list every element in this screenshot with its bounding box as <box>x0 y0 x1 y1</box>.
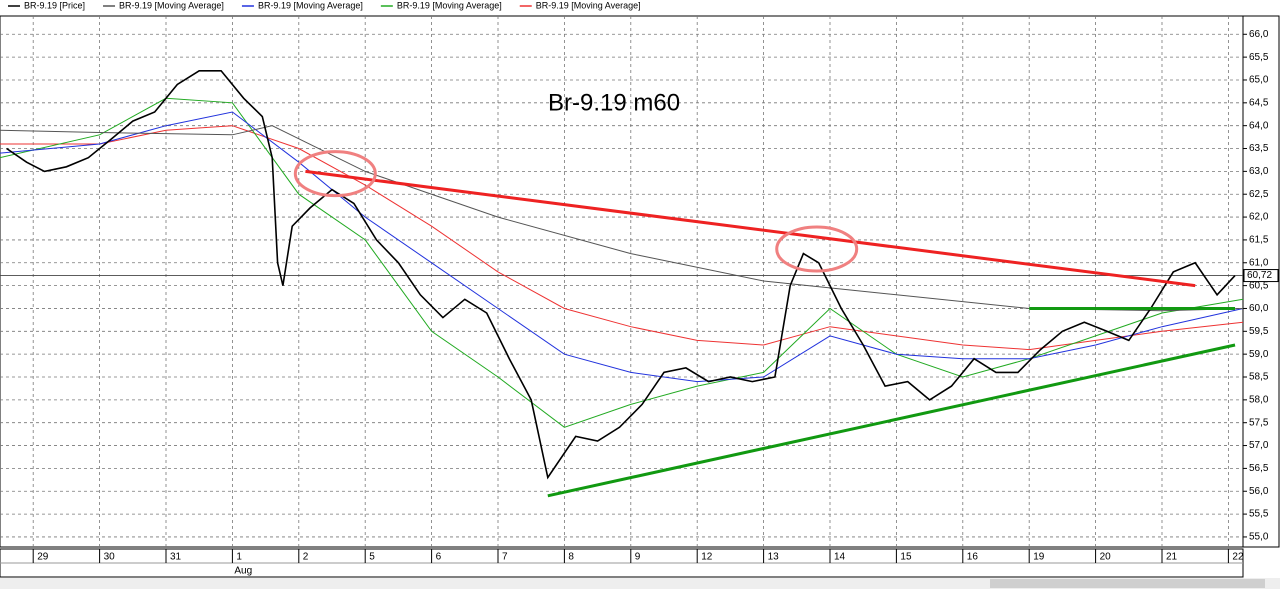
legend-label: BR-9.19 [Price] <box>24 0 85 10</box>
moving-average-line <box>0 125 1244 351</box>
x-tick-label: 31 <box>170 552 182 563</box>
x-tick-label: 16 <box>967 552 979 563</box>
legend-label: BR-9.19 [Moving Average] <box>397 0 502 10</box>
legend-label: BR-9.19 [Moving Average] <box>536 0 641 10</box>
scrollbar[interactable] <box>0 578 1280 589</box>
x-tick-label: 22 <box>1232 552 1244 563</box>
annotation: Br-9.19 m60 <box>548 89 680 116</box>
x-tick-label: 29 <box>37 552 49 563</box>
legend-label: BR-9.19 [Moving Average] <box>119 0 224 10</box>
highlight-circle <box>293 150 377 198</box>
highlight-circle <box>775 225 859 273</box>
y-tick-label: 65,0 <box>1249 75 1269 86</box>
legend-label: BR-9.19 [Moving Average] <box>258 0 363 10</box>
x-tick-label: 9 <box>635 552 641 563</box>
last-price-box <box>1243 269 1279 283</box>
trendline <box>547 343 1236 498</box>
y-tick-label: 60,0 <box>1249 303 1269 314</box>
x-tick-label: 13 <box>768 552 780 563</box>
last-price-label: 60,72 <box>1247 270 1272 281</box>
x-tick-label: 19 <box>1033 552 1045 563</box>
y-tick-label: 60,5 <box>1249 280 1269 291</box>
y-tick-label: 57,5 <box>1249 417 1269 428</box>
y-tick-label: 64,0 <box>1249 120 1269 131</box>
y-tick-label: 55,5 <box>1249 509 1269 520</box>
trendline <box>305 169 1196 288</box>
y-tick-label: 58,5 <box>1249 372 1269 383</box>
y-axis-frame <box>1242 15 1280 548</box>
x-tick-label: 8 <box>568 552 574 563</box>
x-tick-label: 21 <box>1166 552 1178 563</box>
x-tick-label: 7 <box>502 552 508 563</box>
y-tick-label: 58,0 <box>1249 394 1269 405</box>
y-tick-label: 55,0 <box>1249 532 1269 543</box>
x-tick-label: 30 <box>104 552 116 563</box>
y-tick-label: 62,0 <box>1249 212 1269 223</box>
x-tick-label: 15 <box>900 552 912 563</box>
scrollbar-thumb[interactable] <box>990 579 1265 588</box>
month-label: Aug <box>234 566 252 577</box>
moving-average-line <box>0 111 1244 383</box>
y-tick-label: 62,5 <box>1249 189 1269 200</box>
y-tick-label: 65,5 <box>1249 52 1269 63</box>
x-tick-label: 14 <box>834 552 846 563</box>
y-tick-label: 57,0 <box>1249 440 1269 451</box>
y-tick-label: 61,0 <box>1249 257 1269 268</box>
y-tick-label: 63,5 <box>1249 143 1269 154</box>
y-tick-label: 64,5 <box>1249 97 1269 108</box>
y-tick-label: 59,5 <box>1249 326 1269 337</box>
x-tick-label: 6 <box>436 552 442 563</box>
y-tick-label: 66,0 <box>1249 29 1269 40</box>
price-line <box>6 70 1236 480</box>
y-tick-label: 63,0 <box>1249 166 1269 177</box>
x-tick-label: 1 <box>236 552 242 563</box>
x-tick-label: 5 <box>369 552 375 563</box>
y-tick-label: 59,0 <box>1249 349 1269 360</box>
x-tick-label: 2 <box>303 552 309 563</box>
x-tick-label: 20 <box>1100 552 1112 563</box>
legend: BR-9.19 [Price] BR-9.19 [Moving Average] B… <box>8 0 641 10</box>
y-tick-label: 61,5 <box>1249 235 1269 246</box>
y-tick-label: 56,0 <box>1249 486 1269 497</box>
x-tick-label: 12 <box>701 552 713 563</box>
y-tick-label: 56,5 <box>1249 463 1269 474</box>
